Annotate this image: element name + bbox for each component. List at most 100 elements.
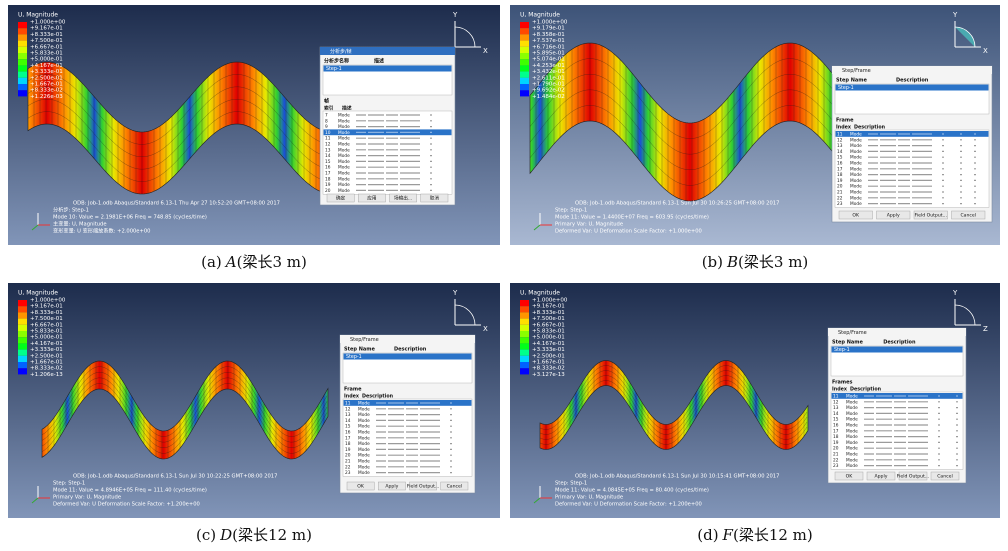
frame-index[interactable]: 15: [837, 155, 843, 161]
frame-index[interactable]: 18: [837, 172, 843, 178]
frame-index[interactable]: 20: [345, 453, 351, 459]
frame-index[interactable]: 14: [837, 149, 843, 155]
button-label[interactable]: Cancel: [937, 474, 953, 480]
dialog-button[interactable]: [838, 210, 873, 220]
button-label[interactable]: Field Output...: [407, 484, 439, 490]
frame-index[interactable]: 16: [833, 423, 839, 429]
button-label[interactable]: Apply: [385, 484, 398, 490]
frame-index[interactable]: 21: [833, 452, 839, 458]
frame-index[interactable]: 9: [325, 124, 328, 130]
dialog-button[interactable]: [326, 193, 355, 203]
frame-index[interactable]: 17: [325, 171, 331, 177]
frame-index[interactable]: 15: [345, 424, 351, 430]
frame-index[interactable]: 12: [345, 406, 351, 412]
frame-index[interactable]: 19: [837, 178, 843, 184]
frame-index[interactable]: 21: [837, 190, 843, 196]
frame-index[interactable]: 14: [833, 411, 839, 417]
button-label[interactable]: OK: [846, 474, 854, 480]
dialog-button[interactable]: [389, 193, 417, 203]
button-label[interactable]: 场输出...: [394, 195, 412, 202]
status-text: Step: Step-1: [53, 481, 85, 487]
frame-index[interactable]: 7: [325, 113, 328, 119]
legend-swatch: [18, 337, 27, 344]
frame-index[interactable]: 12: [325, 142, 331, 148]
frame-index[interactable]: 18: [345, 441, 351, 447]
button-label[interactable]: Field Output...: [897, 474, 929, 480]
dialog-titlebar: [320, 47, 455, 55]
frame-index[interactable]: 23: [345, 470, 351, 476]
frame-index[interactable]: 23: [837, 201, 843, 207]
panel-caption: (b) B(梁长3 m): [702, 253, 809, 271]
caption-var: A: [224, 253, 237, 271]
dialog-button[interactable]: [834, 471, 864, 481]
frame-index[interactable]: 11: [837, 132, 843, 138]
section-label: Frame: [836, 118, 854, 124]
frame-index[interactable]: 13: [837, 143, 843, 149]
button-label[interactable]: Cancel: [447, 484, 463, 490]
dialog-button[interactable]: [409, 481, 437, 491]
legend-swatch: [520, 84, 529, 91]
frame-index[interactable]: 21: [345, 459, 351, 465]
frame-index[interactable]: 13: [325, 147, 331, 153]
dialog-button[interactable]: [913, 210, 948, 220]
frame-index[interactable]: 17: [833, 428, 839, 434]
frame-index[interactable]: 13: [345, 412, 351, 418]
button-label[interactable]: OK: [852, 213, 860, 219]
frame-index[interactable]: 14: [325, 153, 331, 159]
frame-index[interactable]: 11: [833, 394, 839, 400]
button-label[interactable]: Apply: [887, 213, 900, 219]
frame-index[interactable]: 20: [833, 446, 839, 452]
frame-index[interactable]: 19: [345, 447, 351, 453]
button-label[interactable]: Apply: [875, 474, 888, 480]
frame-index[interactable]: 19: [833, 440, 839, 446]
frame-index[interactable]: 20: [325, 188, 331, 194]
frame-index[interactable]: 11: [325, 136, 331, 142]
button-label[interactable]: 取消: [430, 195, 440, 202]
frame-index[interactable]: 13: [833, 405, 839, 411]
triad-arc: [454, 304, 476, 326]
dialog-button[interactable]: [951, 210, 986, 220]
frame-index[interactable]: 22: [837, 195, 843, 201]
frame-index[interactable]: 8: [325, 118, 328, 124]
dialog-button[interactable]: [420, 193, 449, 203]
caption-label: (d): [697, 526, 718, 544]
frame-index[interactable]: 17: [837, 166, 843, 172]
frame-index[interactable]: 22: [833, 457, 839, 463]
frame-type: Mode: [338, 136, 350, 142]
button-label[interactable]: Cancel: [960, 213, 976, 219]
dialog-button[interactable]: [346, 481, 375, 491]
frame-index[interactable]: 20: [837, 184, 843, 190]
frame-index[interactable]: 10: [325, 130, 331, 136]
button-label[interactable]: OK: [357, 484, 365, 490]
frame-index[interactable]: 15: [833, 417, 839, 423]
dialog-button[interactable]: [876, 210, 911, 220]
frame-index[interactable]: 18: [325, 176, 331, 182]
section-label: Frames: [832, 380, 853, 386]
frame-index[interactable]: 18: [833, 434, 839, 440]
dialog-button[interactable]: [378, 481, 406, 491]
frame-index[interactable]: 16: [345, 430, 351, 436]
frame-index[interactable]: 12: [837, 137, 843, 143]
button-label[interactable]: Field Output...: [915, 213, 947, 219]
legend-swatch: [18, 349, 27, 356]
frame-index[interactable]: 15: [325, 159, 331, 165]
frame-index[interactable]: 16: [837, 161, 843, 167]
frame-index[interactable]: 11: [345, 401, 351, 407]
frame-index[interactable]: 22: [345, 464, 351, 470]
frame-index[interactable]: 17: [345, 435, 351, 441]
frame-index[interactable]: 16: [325, 165, 331, 171]
frame-index[interactable]: 12: [833, 399, 839, 405]
button-label[interactable]: 应用: [367, 195, 377, 202]
frame-index[interactable]: 19: [325, 182, 331, 188]
dialog-button[interactable]: [898, 471, 928, 481]
column-header: 分析步名称: [324, 58, 349, 65]
button-label[interactable]: 确定: [336, 195, 346, 202]
frame-index[interactable]: 14: [345, 418, 351, 424]
dialog-button[interactable]: [930, 471, 960, 481]
dialog-button[interactable]: [866, 471, 896, 481]
frame-index[interactable]: 23: [833, 463, 839, 469]
dialog-button[interactable]: [358, 193, 386, 203]
dialog-button[interactable]: [440, 481, 469, 491]
legend-swatch: [520, 343, 529, 350]
